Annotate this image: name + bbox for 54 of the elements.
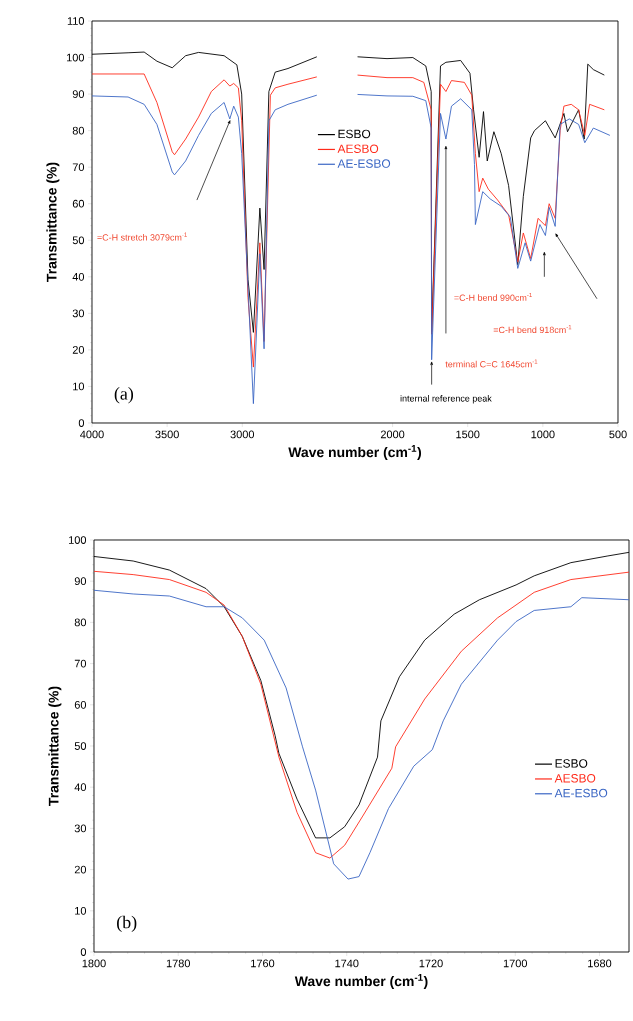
x-tick-label: 1720 bbox=[419, 959, 443, 968]
y-tick-label: 80 bbox=[72, 126, 85, 135]
x-tick-label: 2000 bbox=[380, 430, 405, 439]
x-axis-title: Wave number (cm$^{-1}$) bbox=[294, 974, 428, 989]
y-tick-label: 20 bbox=[74, 865, 87, 874]
legend-label: ESBO bbox=[555, 759, 588, 768]
y-tick-label: 110 bbox=[67, 17, 85, 25]
annotation: (a) bbox=[114, 387, 134, 404]
y-tick-label: 10 bbox=[73, 382, 85, 391]
y-tick-label: 40 bbox=[72, 272, 85, 281]
y-tick-label: 0 bbox=[80, 948, 87, 956]
y-tick-label: 30 bbox=[74, 824, 87, 833]
y-tick-label: 0 bbox=[78, 419, 85, 427]
x-tick-label: 1700 bbox=[503, 959, 527, 968]
x-tick-label: 3000 bbox=[230, 430, 255, 439]
y-tick-label: 40 bbox=[74, 783, 87, 792]
x-tick-label: 500 bbox=[609, 430, 627, 439]
x-tick-label: 1780 bbox=[166, 959, 190, 968]
annotation: internal reference peak bbox=[400, 395, 492, 404]
y-tick-label: 50 bbox=[72, 236, 85, 245]
x-tick-label: 4000 bbox=[80, 430, 104, 439]
legend-label: AE-ESBO bbox=[554, 788, 608, 798]
annotation: (b) bbox=[117, 915, 137, 932]
y-tick-label: 30 bbox=[72, 309, 85, 318]
x-tick-label: 1740 bbox=[335, 959, 359, 968]
y-tick-label: 80 bbox=[74, 618, 87, 627]
x-axis-title: Wave number (cm$^{-1}$) bbox=[288, 445, 422, 460]
y-tick-label: 90 bbox=[74, 577, 87, 586]
x-tick-label: 1000 bbox=[531, 430, 555, 439]
legend-label: AE-ESBO bbox=[337, 159, 391, 168]
x-tick-label: 1760 bbox=[251, 959, 275, 968]
y-tick-label: 100 bbox=[67, 53, 85, 62]
y-tick-label: 10 bbox=[75, 906, 87, 915]
annotation: =C-H bend 918cm$^{-1}$ bbox=[493, 325, 572, 334]
x-tick-label: 1680 bbox=[588, 959, 612, 968]
y-tick-label: 70 bbox=[74, 659, 87, 668]
y-tick-label: 100 bbox=[69, 536, 87, 544]
legend-label: AESBO bbox=[554, 774, 596, 783]
y-axis-title: Transmittance (%) bbox=[48, 686, 62, 806]
y-tick-label: 60 bbox=[74, 700, 87, 709]
annotation: =C-H bend 990cm$^{-1}$ bbox=[454, 292, 532, 301]
legend-label: AESBO bbox=[337, 144, 379, 153]
annotation: terminal C=C 1645cm$^{-1}$ bbox=[445, 359, 538, 368]
annotation: =C-H stretch 3079cm$^{-1}$ bbox=[97, 232, 187, 241]
y-tick-label: 70 bbox=[72, 163, 85, 172]
y-tick-label: 90 bbox=[72, 90, 85, 98]
x-tick-label: 1500 bbox=[456, 430, 480, 439]
y-tick-label: 50 bbox=[74, 742, 87, 750]
y-axis-title: Transmittance (%) bbox=[46, 162, 60, 282]
y-tick-label: 20 bbox=[72, 346, 85, 354]
x-tick-label: 3500 bbox=[155, 430, 179, 439]
x-tick-label: 1800 bbox=[82, 959, 106, 968]
legend-label: ESBO bbox=[338, 129, 371, 139]
y-tick-label: 60 bbox=[72, 199, 85, 208]
